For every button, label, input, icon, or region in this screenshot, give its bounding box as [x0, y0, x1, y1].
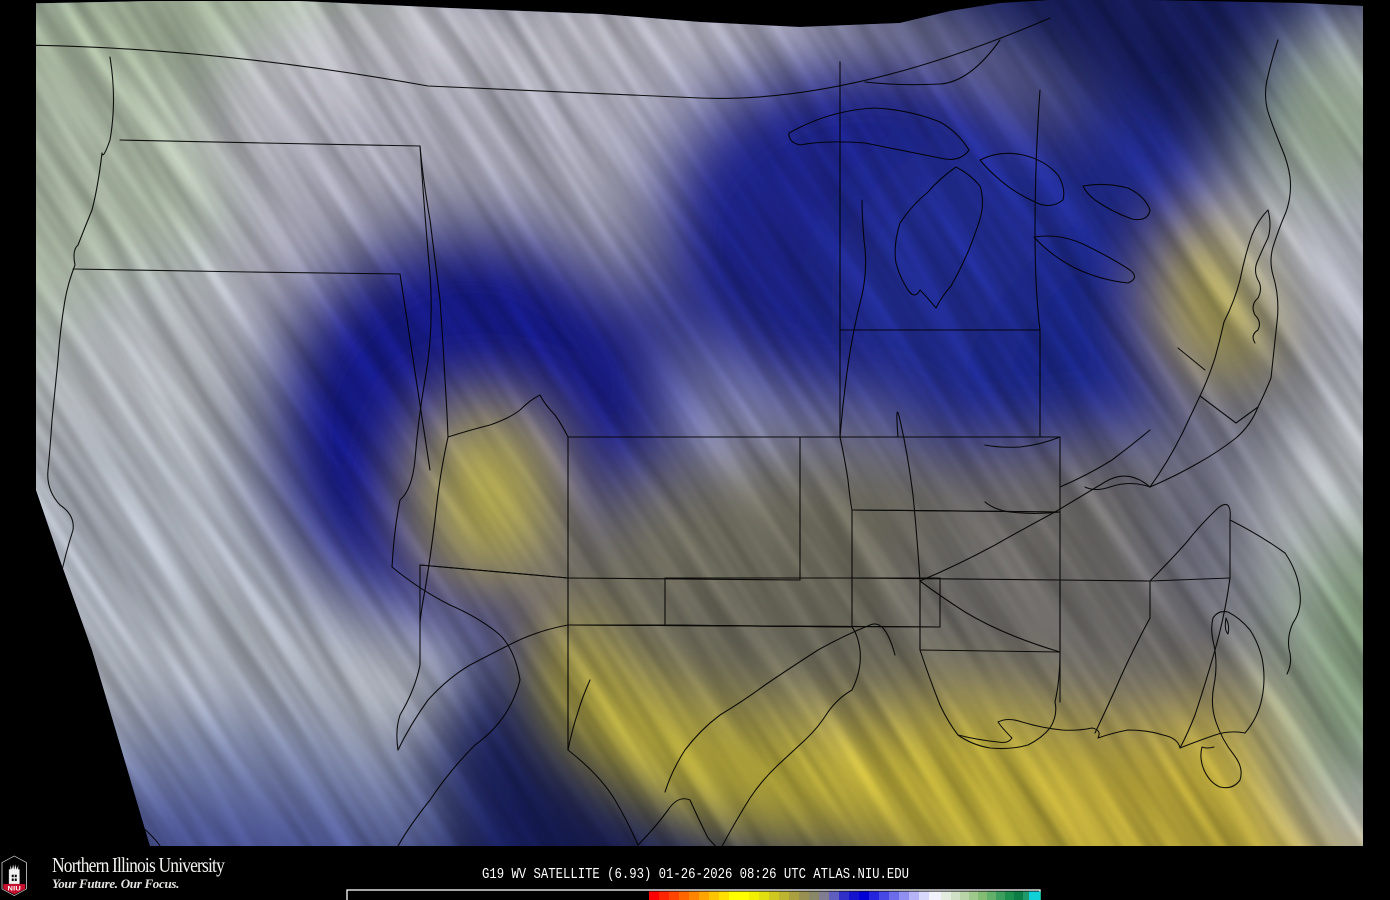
- svg-text:G19 WV SATELLITE (6.93) 01-26-: G19 WV SATELLITE (6.93) 01-26-2026 08:26…: [482, 866, 909, 883]
- svg-text:NIU: NIU: [7, 886, 20, 892]
- svg-text:Your Future. Our Focus.: Your Future. Our Focus.: [52, 876, 179, 891]
- svg-text:Northern Illinois University: Northern Illinois University: [52, 853, 225, 877]
